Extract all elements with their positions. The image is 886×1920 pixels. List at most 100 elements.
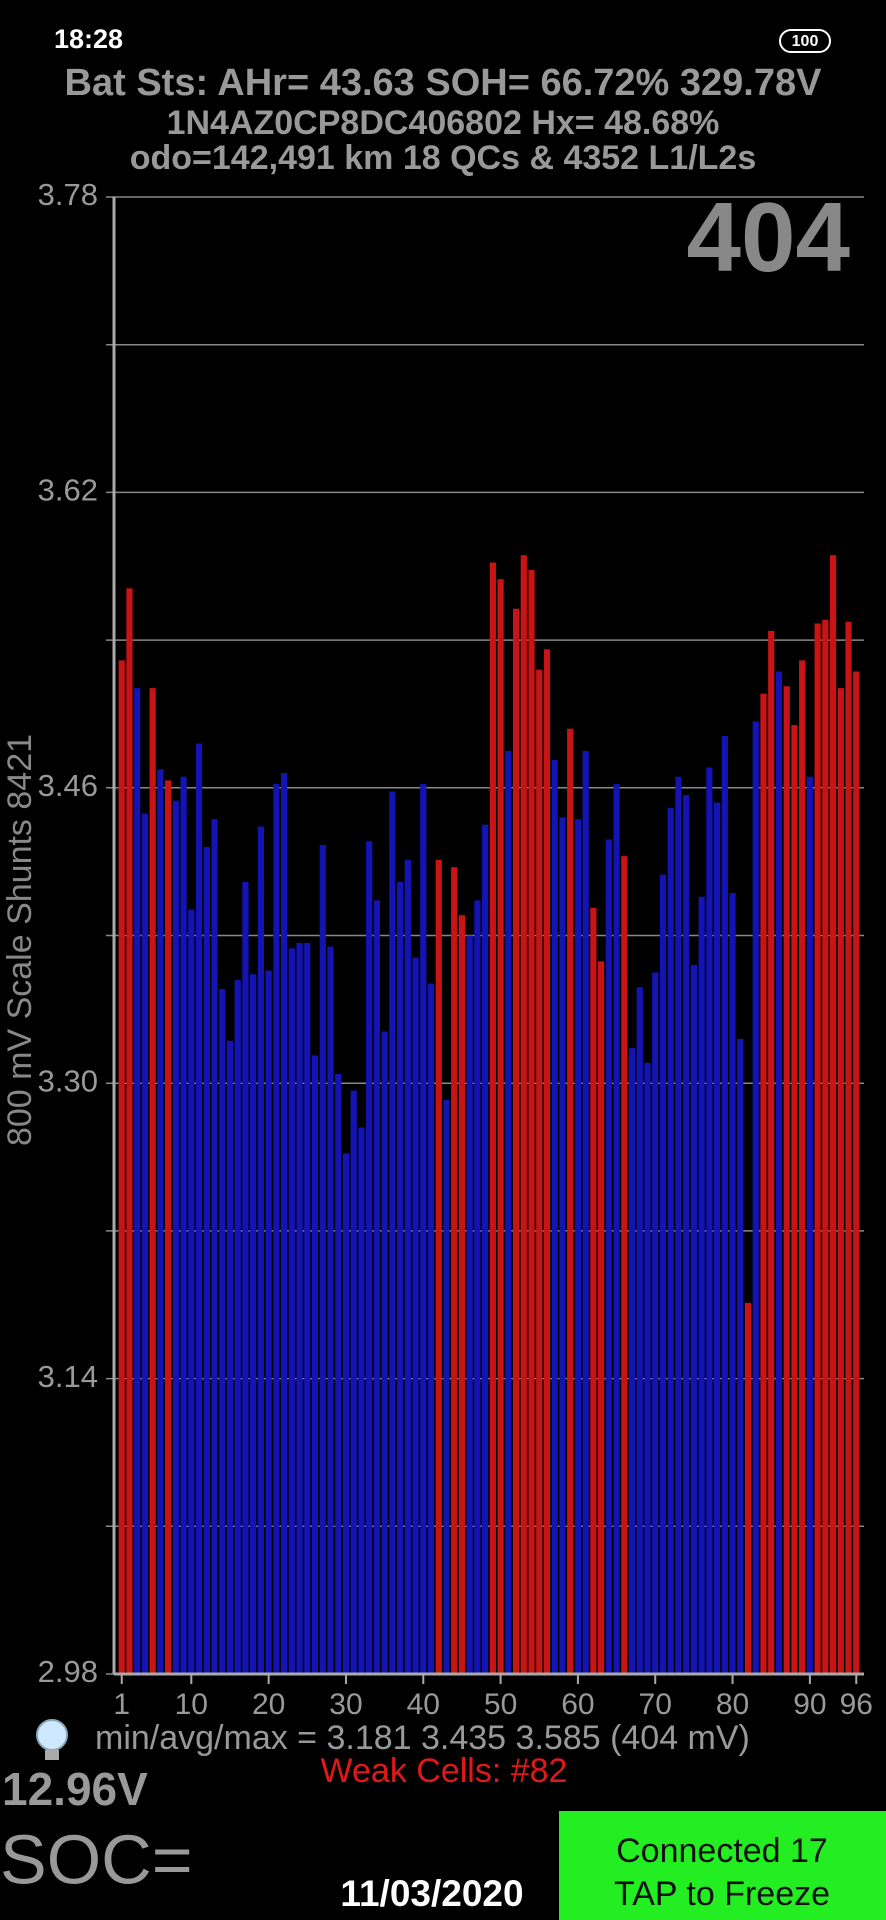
x-tick-label: 60 — [561, 1688, 594, 1721]
y-tick-label: 3.62 — [38, 473, 98, 508]
bar — [582, 750, 589, 1674]
bar — [559, 817, 566, 1674]
date: 11/03/2020 — [340, 1873, 523, 1914]
bar — [195, 743, 203, 1674]
bar — [180, 776, 187, 1674]
bar — [505, 750, 512, 1674]
x-tick-label: 70 — [639, 1688, 672, 1721]
x-tick-label: 50 — [484, 1688, 517, 1721]
x-tick-label: 96 — [840, 1688, 873, 1721]
bar — [234, 979, 241, 1674]
bar — [737, 1038, 744, 1674]
bar — [822, 619, 829, 1674]
status-time: 18:28 — [54, 24, 123, 54]
bulb-icon — [36, 1719, 68, 1760]
x-tick-label: 20 — [252, 1688, 285, 1721]
bar — [412, 957, 419, 1674]
bar — [598, 961, 605, 1674]
bar — [265, 970, 272, 1674]
x-tick-label: 1 — [113, 1688, 130, 1721]
button-bg[interactable] — [559, 1811, 886, 1920]
bar — [590, 907, 597, 1674]
bar — [474, 900, 481, 1674]
bar — [636, 987, 643, 1674]
bar — [729, 893, 736, 1674]
bar — [366, 841, 373, 1674]
bar — [420, 784, 427, 1674]
bar — [219, 989, 226, 1674]
button-line1[interactable]: Connected 17 — [616, 1832, 828, 1870]
y-tick-label: 3.78 — [38, 177, 98, 212]
bar — [752, 721, 759, 1674]
x-tick-label: 90 — [793, 1688, 826, 1721]
bar — [188, 909, 195, 1674]
weak-cells: Weak Cells: #82 — [321, 1752, 568, 1790]
bar — [721, 736, 728, 1674]
bar — [118, 660, 125, 1674]
battery-level: 100 — [792, 33, 819, 50]
bar — [644, 1062, 651, 1674]
freeze-button[interactable]: Connected 17 TAP to Freeze — [559, 1811, 886, 1920]
bar — [512, 608, 520, 1674]
header-line3: odo=142,491 km 18 QCs & 4352 L1/L2s — [130, 139, 757, 177]
x-tick-label: 30 — [329, 1688, 362, 1721]
bar — [605, 839, 612, 1674]
bar — [466, 935, 473, 1674]
bar — [404, 859, 411, 1674]
bar — [536, 669, 543, 1674]
x-tick-label: 10 — [175, 1688, 208, 1721]
bar — [226, 1040, 234, 1674]
bar — [165, 780, 172, 1674]
bar — [134, 688, 141, 1674]
bar — [760, 693, 767, 1674]
bar — [327, 946, 334, 1674]
bar — [443, 1099, 450, 1674]
bar — [806, 776, 813, 1674]
bar — [791, 725, 798, 1674]
chart: 2.98 3.14 3.30 3.46 3.62 3.78 1 10 20 30 40 50 60 70 8… — [38, 177, 873, 1721]
bar — [141, 813, 149, 1674]
bar — [389, 791, 396, 1674]
bar — [396, 881, 404, 1674]
bar — [628, 1048, 636, 1674]
bar — [435, 859, 442, 1674]
header-line1: Bat Sts: AHr= 43.63 SOH= 66.72% 329.78V — [65, 62, 823, 104]
bar — [257, 826, 264, 1674]
bar — [381, 1031, 388, 1674]
bar — [288, 948, 295, 1674]
bar — [528, 569, 535, 1674]
y-axis-label: 800 mV Scale Shunts 8421 — [1, 734, 39, 1146]
bar — [273, 784, 280, 1674]
bar — [543, 649, 551, 1674]
x-tick-label: 40 — [407, 1688, 440, 1721]
x-tick-label: 80 — [716, 1688, 749, 1721]
y-tick-label: 3.30 — [38, 1063, 98, 1098]
bar — [157, 769, 164, 1674]
bar — [350, 1090, 357, 1674]
big-label: 404 — [686, 182, 850, 292]
stats-line: min/avg/max = 3.181 3.435 3.585 (404 mV) — [95, 1719, 750, 1757]
bar — [482, 824, 489, 1674]
bar — [451, 867, 458, 1674]
bar — [853, 671, 860, 1674]
bar — [296, 942, 303, 1674]
bar — [621, 856, 628, 1674]
bar — [126, 588, 133, 1674]
header-line2: 1N4AZ0CP8DC406802 Hx= 48.68% — [167, 104, 720, 142]
bar — [358, 1127, 365, 1674]
bar — [427, 983, 435, 1674]
bar — [652, 972, 659, 1674]
button-line2[interactable]: TAP to Freeze — [614, 1875, 830, 1913]
bar — [783, 686, 790, 1674]
bar — [489, 562, 496, 1674]
bar — [706, 767, 713, 1674]
bar — [574, 819, 582, 1674]
bar — [714, 802, 721, 1674]
y-tick-label: 3.14 — [38, 1359, 98, 1394]
bar — [799, 660, 806, 1674]
bar — [659, 874, 667, 1674]
bar — [744, 1302, 752, 1674]
soc-label: SOC= — [0, 1820, 193, 1898]
